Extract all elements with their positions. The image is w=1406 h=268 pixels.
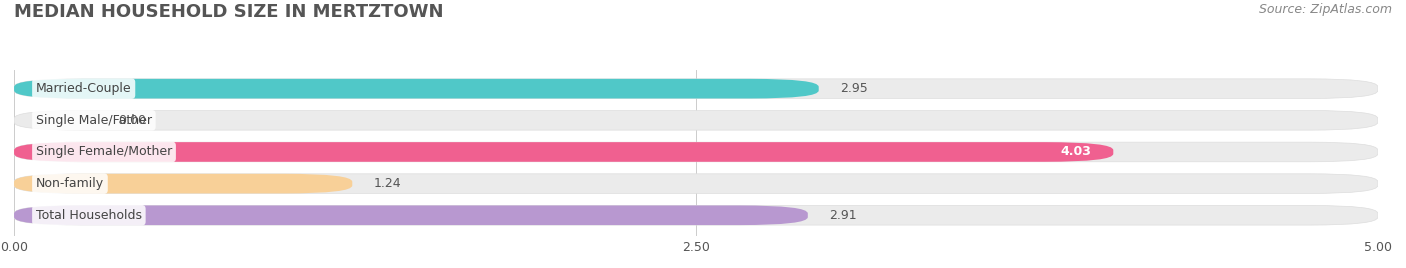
- FancyBboxPatch shape: [14, 206, 1378, 225]
- Text: Source: ZipAtlas.com: Source: ZipAtlas.com: [1258, 3, 1392, 16]
- Text: 1.24: 1.24: [374, 177, 402, 190]
- FancyBboxPatch shape: [14, 79, 1378, 98]
- Text: 4.03: 4.03: [1060, 146, 1091, 158]
- Text: 2.91: 2.91: [830, 209, 858, 222]
- Text: Single Female/Mother: Single Female/Mother: [37, 146, 172, 158]
- Text: Total Households: Total Households: [37, 209, 142, 222]
- Text: Single Male/Father: Single Male/Father: [37, 114, 152, 127]
- FancyBboxPatch shape: [14, 79, 818, 98]
- FancyBboxPatch shape: [14, 174, 353, 193]
- FancyBboxPatch shape: [14, 174, 1378, 193]
- Text: 0.00: 0.00: [118, 114, 146, 127]
- Text: Married-Couple: Married-Couple: [37, 82, 132, 95]
- FancyBboxPatch shape: [14, 142, 1114, 162]
- FancyBboxPatch shape: [14, 110, 1378, 130]
- Text: MEDIAN HOUSEHOLD SIZE IN MERTZTOWN: MEDIAN HOUSEHOLD SIZE IN MERTZTOWN: [14, 3, 443, 21]
- Text: 2.95: 2.95: [841, 82, 869, 95]
- FancyBboxPatch shape: [14, 206, 808, 225]
- Text: Non-family: Non-family: [37, 177, 104, 190]
- FancyBboxPatch shape: [14, 142, 1378, 162]
